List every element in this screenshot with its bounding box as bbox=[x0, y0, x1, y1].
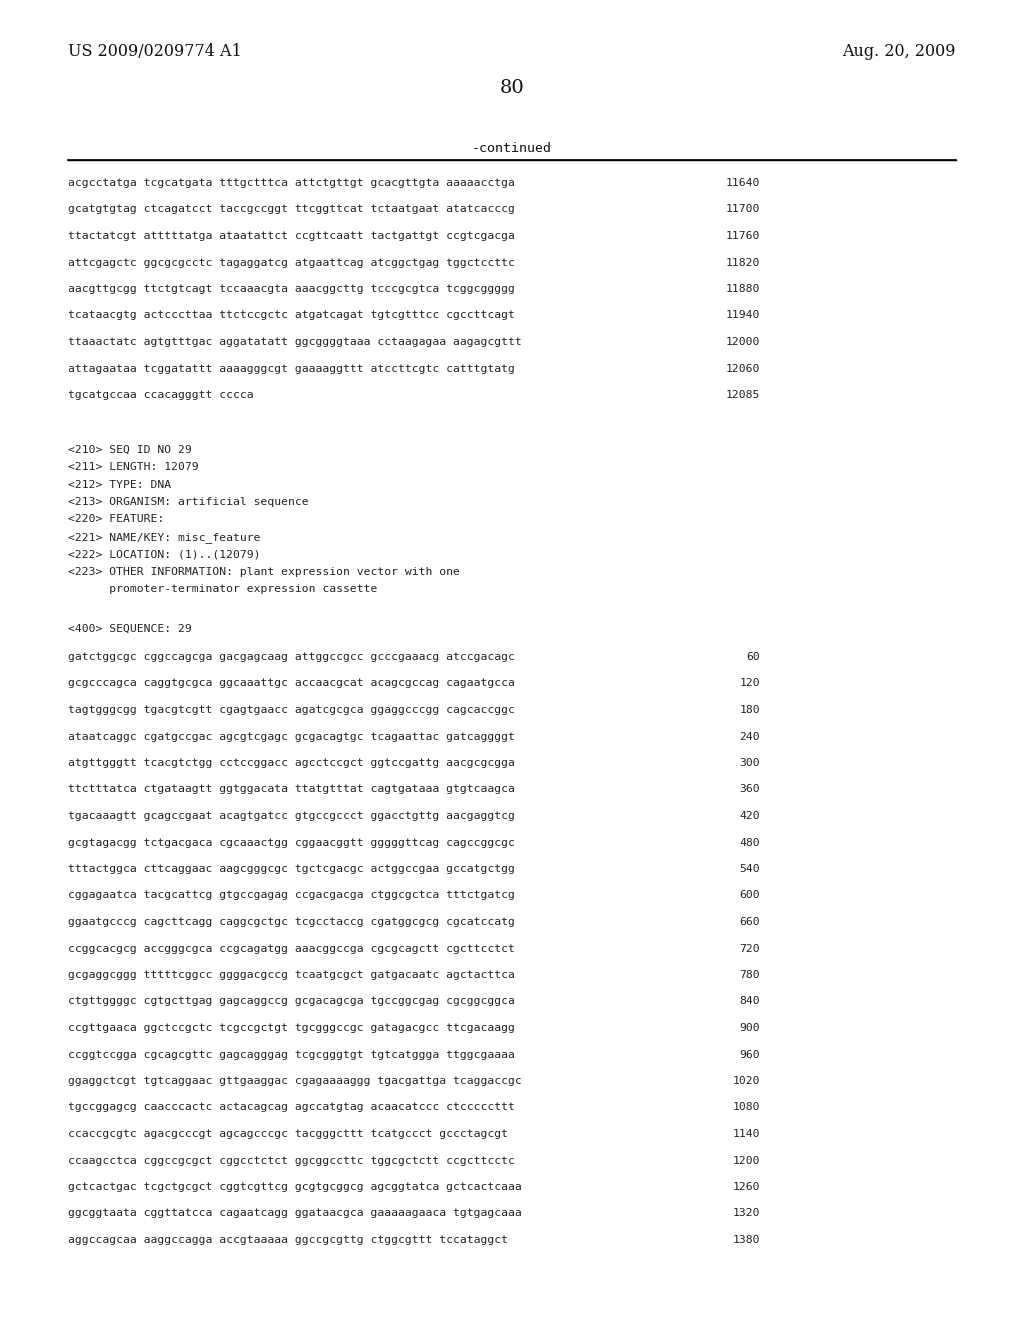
Text: 900: 900 bbox=[739, 1023, 760, 1034]
Text: 1320: 1320 bbox=[732, 1209, 760, 1218]
Text: <221> NAME/KEY: misc_feature: <221> NAME/KEY: misc_feature bbox=[68, 532, 260, 543]
Text: US 2009/0209774 A1: US 2009/0209774 A1 bbox=[68, 44, 242, 61]
Text: 11700: 11700 bbox=[726, 205, 760, 214]
Text: 12085: 12085 bbox=[726, 389, 760, 400]
Text: ataatcaggc cgatgccgac agcgtcgagc gcgacagtgc tcagaattac gatcaggggt: ataatcaggc cgatgccgac agcgtcgagc gcgacag… bbox=[68, 731, 515, 742]
Text: 420: 420 bbox=[739, 810, 760, 821]
Text: ccggtccgga cgcagcgttc gagcagggag tcgcgggtgt tgtcatggga ttggcgaaaa: ccggtccgga cgcagcgttc gagcagggag tcgcggg… bbox=[68, 1049, 515, 1060]
Text: tagtgggcgg tgacgtcgtt cgagtgaacc agatcgcgca ggaggcccgg cagcaccggc: tagtgggcgg tgacgtcgtt cgagtgaacc agatcgc… bbox=[68, 705, 515, 715]
Text: Aug. 20, 2009: Aug. 20, 2009 bbox=[843, 44, 956, 61]
Text: 12000: 12000 bbox=[726, 337, 760, 347]
Text: ttaaactatc agtgtttgac aggatatatt ggcggggtaaa cctaagagaa aagagcgttt: ttaaactatc agtgtttgac aggatatatt ggcgggg… bbox=[68, 337, 522, 347]
Text: aacgttgcgg ttctgtcagt tccaaacgta aaacggcttg tcccgcgtca tcggcggggg: aacgttgcgg ttctgtcagt tccaaacgta aaacggc… bbox=[68, 284, 515, 294]
Text: 660: 660 bbox=[739, 917, 760, 927]
Text: ggaggctcgt tgtcaggaac gttgaaggac cgagaaaaggg tgacgattga tcaggaccgc: ggaggctcgt tgtcaggaac gttgaaggac cgagaaa… bbox=[68, 1076, 522, 1086]
Text: promoter-terminator expression cassette: promoter-terminator expression cassette bbox=[68, 585, 378, 594]
Text: 480: 480 bbox=[739, 837, 760, 847]
Text: atgttgggtt tcacgtctgg cctccggacc agcctccgct ggtccgattg aacgcgcgga: atgttgggtt tcacgtctgg cctccggacc agcctcc… bbox=[68, 758, 515, 768]
Text: tgccggagcg caacccactc actacagcag agccatgtag acaacatccc ctcccccttt: tgccggagcg caacccactc actacagcag agccatg… bbox=[68, 1102, 515, 1113]
Text: ttctttatca ctgataagtt ggtggacata ttatgtttat cagtgataaa gtgtcaagca: ttctttatca ctgataagtt ggtggacata ttatgtt… bbox=[68, 784, 515, 795]
Text: ggaatgcccg cagcttcagg caggcgctgc tcgcctaccg cgatggcgcg cgcatccatg: ggaatgcccg cagcttcagg caggcgctgc tcgccta… bbox=[68, 917, 515, 927]
Text: gcgcccagca caggtgcgca ggcaaattgc accaacgcat acagcgccag cagaatgcca: gcgcccagca caggtgcgca ggcaaattgc accaacg… bbox=[68, 678, 515, 689]
Text: 300: 300 bbox=[739, 758, 760, 768]
Text: 120: 120 bbox=[739, 678, 760, 689]
Text: tgacaaagtt gcagccgaat acagtgatcc gtgccgccct ggacctgttg aacgaggtcg: tgacaaagtt gcagccgaat acagtgatcc gtgccgc… bbox=[68, 810, 515, 821]
Text: <222> LOCATION: (1)..(12079): <222> LOCATION: (1)..(12079) bbox=[68, 549, 260, 560]
Text: aggccagcaa aaggccagga accgtaaaaa ggccgcgttg ctggcgttt tccataggct: aggccagcaa aaggccagga accgtaaaaa ggccgcg… bbox=[68, 1236, 508, 1245]
Text: 11820: 11820 bbox=[726, 257, 760, 268]
Text: 1200: 1200 bbox=[732, 1155, 760, 1166]
Text: -continued: -continued bbox=[472, 141, 552, 154]
Text: 1260: 1260 bbox=[732, 1181, 760, 1192]
Text: <212> TYPE: DNA: <212> TYPE: DNA bbox=[68, 479, 171, 490]
Text: 11880: 11880 bbox=[726, 284, 760, 294]
Text: gatctggcgc cggccagcga gacgagcaag attggccgcc gcccgaaacg atccgacagc: gatctggcgc cggccagcga gacgagcaag attggcc… bbox=[68, 652, 515, 663]
Text: 12060: 12060 bbox=[726, 363, 760, 374]
Text: acgcctatga tcgcatgata tttgctttca attctgttgt gcacgttgta aaaaacctga: acgcctatga tcgcatgata tttgctttca attctgt… bbox=[68, 178, 515, 187]
Text: gctcactgac tcgctgcgct cggtcgttcg gcgtgcggcg agcggtatca gctcactcaaa: gctcactgac tcgctgcgct cggtcgttcg gcgtgcg… bbox=[68, 1181, 522, 1192]
Text: 780: 780 bbox=[739, 970, 760, 979]
Text: 720: 720 bbox=[739, 944, 760, 953]
Text: 1020: 1020 bbox=[732, 1076, 760, 1086]
Text: ctgttggggc cgtgcttgag gagcaggccg gcgacagcga tgccggcgag cgcggcggca: ctgttggggc cgtgcttgag gagcaggccg gcgacag… bbox=[68, 997, 515, 1006]
Text: 240: 240 bbox=[739, 731, 760, 742]
Text: ttactatcgt atttttatga ataatattct ccgttcaatt tactgattgt ccgtcgacga: ttactatcgt atttttatga ataatattct ccgttca… bbox=[68, 231, 515, 242]
Text: 1380: 1380 bbox=[732, 1236, 760, 1245]
Text: attcgagctc ggcgcgcctc tagaggatcg atgaattcag atcggctgag tggctccttc: attcgagctc ggcgcgcctc tagaggatcg atgaatt… bbox=[68, 257, 515, 268]
Text: 11760: 11760 bbox=[726, 231, 760, 242]
Text: <210> SEQ ID NO 29: <210> SEQ ID NO 29 bbox=[68, 445, 191, 454]
Text: <223> OTHER INFORMATION: plant expression vector with one: <223> OTHER INFORMATION: plant expressio… bbox=[68, 568, 460, 577]
Text: cggagaatca tacgcattcg gtgccgagag ccgacgacga ctggcgctca tttctgatcg: cggagaatca tacgcattcg gtgccgagag ccgacga… bbox=[68, 891, 515, 900]
Text: 11640: 11640 bbox=[726, 178, 760, 187]
Text: 1080: 1080 bbox=[732, 1102, 760, 1113]
Text: 840: 840 bbox=[739, 997, 760, 1006]
Text: 60: 60 bbox=[746, 652, 760, 663]
Text: gcgaggcggg tttttcggcc ggggacgccg tcaatgcgct gatgacaatc agctacttca: gcgaggcggg tttttcggcc ggggacgccg tcaatgc… bbox=[68, 970, 515, 979]
Text: attagaataa tcggatattt aaaagggcgt gaaaaggttt atccttcgtc catttgtatg: attagaataa tcggatattt aaaagggcgt gaaaagg… bbox=[68, 363, 515, 374]
Text: 11940: 11940 bbox=[726, 310, 760, 321]
Text: <213> ORGANISM: artificial sequence: <213> ORGANISM: artificial sequence bbox=[68, 498, 308, 507]
Text: gcatgtgtag ctcagatcct taccgccggt ttcggttcat tctaatgaat atatcacccg: gcatgtgtag ctcagatcct taccgccggt ttcggtt… bbox=[68, 205, 515, 214]
Text: 960: 960 bbox=[739, 1049, 760, 1060]
Text: tgcatgccaa ccacagggtt cccca: tgcatgccaa ccacagggtt cccca bbox=[68, 389, 254, 400]
Text: ccaagcctca cggccgcgct cggcctctct ggcggccttc tggcgctctt ccgcttcctc: ccaagcctca cggccgcgct cggcctctct ggcggcc… bbox=[68, 1155, 515, 1166]
Text: gcgtagacgg tctgacgaca cgcaaactgg cggaacggtt gggggttcag cagccggcgc: gcgtagacgg tctgacgaca cgcaaactgg cggaacg… bbox=[68, 837, 515, 847]
Text: <220> FEATURE:: <220> FEATURE: bbox=[68, 515, 164, 524]
Text: ggcggtaata cggttatcca cagaatcagg ggataacgca gaaaaagaaca tgtgagcaaa: ggcggtaata cggttatcca cagaatcagg ggataac… bbox=[68, 1209, 522, 1218]
Text: 360: 360 bbox=[739, 784, 760, 795]
Text: ccaccgcgtc agacgcccgt agcagcccgc tacgggcttt tcatgccct gccctagcgt: ccaccgcgtc agacgcccgt agcagcccgc tacgggc… bbox=[68, 1129, 508, 1139]
Text: <211> LENGTH: 12079: <211> LENGTH: 12079 bbox=[68, 462, 199, 473]
Text: 1140: 1140 bbox=[732, 1129, 760, 1139]
Text: tttactggca cttcaggaac aagcgggcgc tgctcgacgc actggccgaa gccatgctgg: tttactggca cttcaggaac aagcgggcgc tgctcga… bbox=[68, 865, 515, 874]
Text: 540: 540 bbox=[739, 865, 760, 874]
Text: ccggcacgcg accgggcgca ccgcagatgg aaacggccga cgcgcagctt cgcttcctct: ccggcacgcg accgggcgca ccgcagatgg aaacggc… bbox=[68, 944, 515, 953]
Text: <400> SEQUENCE: 29: <400> SEQUENCE: 29 bbox=[68, 624, 191, 634]
Text: 180: 180 bbox=[739, 705, 760, 715]
Text: tcataacgtg actcccttaa ttctccgctc atgatcagat tgtcgtttcc cgccttcagt: tcataacgtg actcccttaa ttctccgctc atgatca… bbox=[68, 310, 515, 321]
Text: 80: 80 bbox=[500, 79, 524, 96]
Text: ccgttgaaca ggctccgctc tcgccgctgt tgcgggccgc gatagacgcc ttcgacaagg: ccgttgaaca ggctccgctc tcgccgctgt tgcgggc… bbox=[68, 1023, 515, 1034]
Text: 600: 600 bbox=[739, 891, 760, 900]
